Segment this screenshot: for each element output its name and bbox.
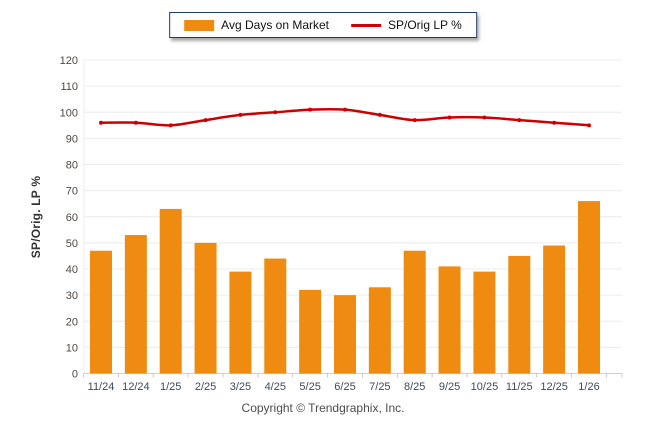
x-tick-label-9/25: 9/25 bbox=[439, 381, 460, 393]
x-tick-label-5/25: 5/25 bbox=[299, 381, 320, 393]
line-marker-11/25 bbox=[517, 118, 522, 123]
bar-3/25 bbox=[229, 271, 252, 374]
bar-1/25 bbox=[159, 208, 182, 374]
x-tick-label-12/25: 12/25 bbox=[540, 381, 568, 393]
y-axis-title: SP/Orig. LP % bbox=[29, 175, 43, 259]
bar-9/25 bbox=[438, 266, 461, 374]
y-tick-label-70: 70 bbox=[66, 186, 78, 198]
line-marker-5/25 bbox=[308, 107, 313, 112]
x-tick-label-11/24: 11/24 bbox=[88, 381, 115, 393]
bar-11/25 bbox=[508, 255, 531, 374]
bar-swatch-icon bbox=[184, 19, 215, 31]
bar-6/25 bbox=[333, 295, 356, 374]
x-tick-label-4/25: 4/25 bbox=[265, 381, 286, 393]
line-marker-1/26 bbox=[586, 123, 591, 128]
bar-7/25 bbox=[368, 287, 391, 374]
line-marker-9/25 bbox=[447, 115, 452, 120]
x-tick-label-11/25: 11/25 bbox=[506, 381, 533, 393]
legend: Avg Days on Market SP/Orig LP % bbox=[169, 12, 477, 38]
bar-1/26 bbox=[577, 201, 600, 374]
line-marker-1/25 bbox=[168, 123, 173, 128]
bar-11/24 bbox=[90, 250, 112, 374]
legend-label-sp-lp: SP/Orig LP % bbox=[388, 18, 462, 32]
legend-item-avg-days: Avg Days on Market bbox=[184, 18, 329, 32]
y-tick-label-100: 100 bbox=[60, 107, 78, 119]
copyright-text: Copyright © Trendgraphix, Inc. bbox=[241, 401, 405, 415]
x-tick-label-1/25: 1/25 bbox=[160, 381, 181, 393]
bar-8/25 bbox=[403, 250, 426, 374]
x-tick-label-1/26: 1/26 bbox=[578, 381, 599, 393]
x-tick-label-3/25: 3/25 bbox=[230, 381, 251, 393]
x-tick-label-6/25: 6/25 bbox=[334, 381, 355, 393]
line-marker-7/25 bbox=[377, 112, 382, 117]
x-tick-label-12/24: 12/24 bbox=[122, 381, 150, 393]
line-marker-10/25 bbox=[482, 115, 487, 120]
y-tick-label-50: 50 bbox=[66, 238, 78, 250]
line-marker-12/24 bbox=[133, 120, 138, 125]
bar-12/25 bbox=[543, 245, 566, 374]
y-tick-label-0: 0 bbox=[72, 369, 78, 381]
line-marker-3/25 bbox=[238, 112, 243, 117]
y-tick-label-90: 90 bbox=[66, 133, 78, 145]
y-tick-label-120: 120 bbox=[60, 55, 78, 67]
bar-12/24 bbox=[124, 235, 147, 374]
x-tick-label-8/25: 8/25 bbox=[404, 381, 425, 393]
bar-4/25 bbox=[264, 258, 287, 374]
y-tick-label-20: 20 bbox=[66, 316, 78, 328]
line-marker-12/25 bbox=[552, 120, 557, 125]
legend-item-sp-lp: SP/Orig LP % bbox=[351, 18, 462, 32]
y-tick-label-110: 110 bbox=[60, 81, 78, 93]
y-tick-label-80: 80 bbox=[66, 160, 78, 172]
bar-2/25 bbox=[194, 242, 217, 374]
x-tick-label-7/25: 7/25 bbox=[369, 381, 390, 393]
line-marker-6/25 bbox=[342, 107, 347, 112]
legend-label-avg-days: Avg Days on Market bbox=[221, 18, 330, 32]
bar-5/25 bbox=[299, 289, 322, 374]
line-marker-2/25 bbox=[203, 118, 208, 123]
y-tick-label-60: 60 bbox=[66, 212, 78, 224]
x-tick-label-2/25: 2/25 bbox=[195, 381, 216, 393]
y-tick-label-10: 10 bbox=[66, 342, 78, 354]
y-tick-label-30: 30 bbox=[66, 290, 78, 302]
bar-10/25 bbox=[473, 271, 496, 374]
y-tick-label-40: 40 bbox=[66, 264, 78, 276]
x-tick-label-10/25: 10/25 bbox=[471, 381, 499, 393]
line-swatch-icon bbox=[351, 23, 382, 27]
line-marker-11/24 bbox=[99, 120, 103, 125]
line-marker-4/25 bbox=[273, 110, 278, 115]
line-marker-8/25 bbox=[412, 118, 417, 123]
